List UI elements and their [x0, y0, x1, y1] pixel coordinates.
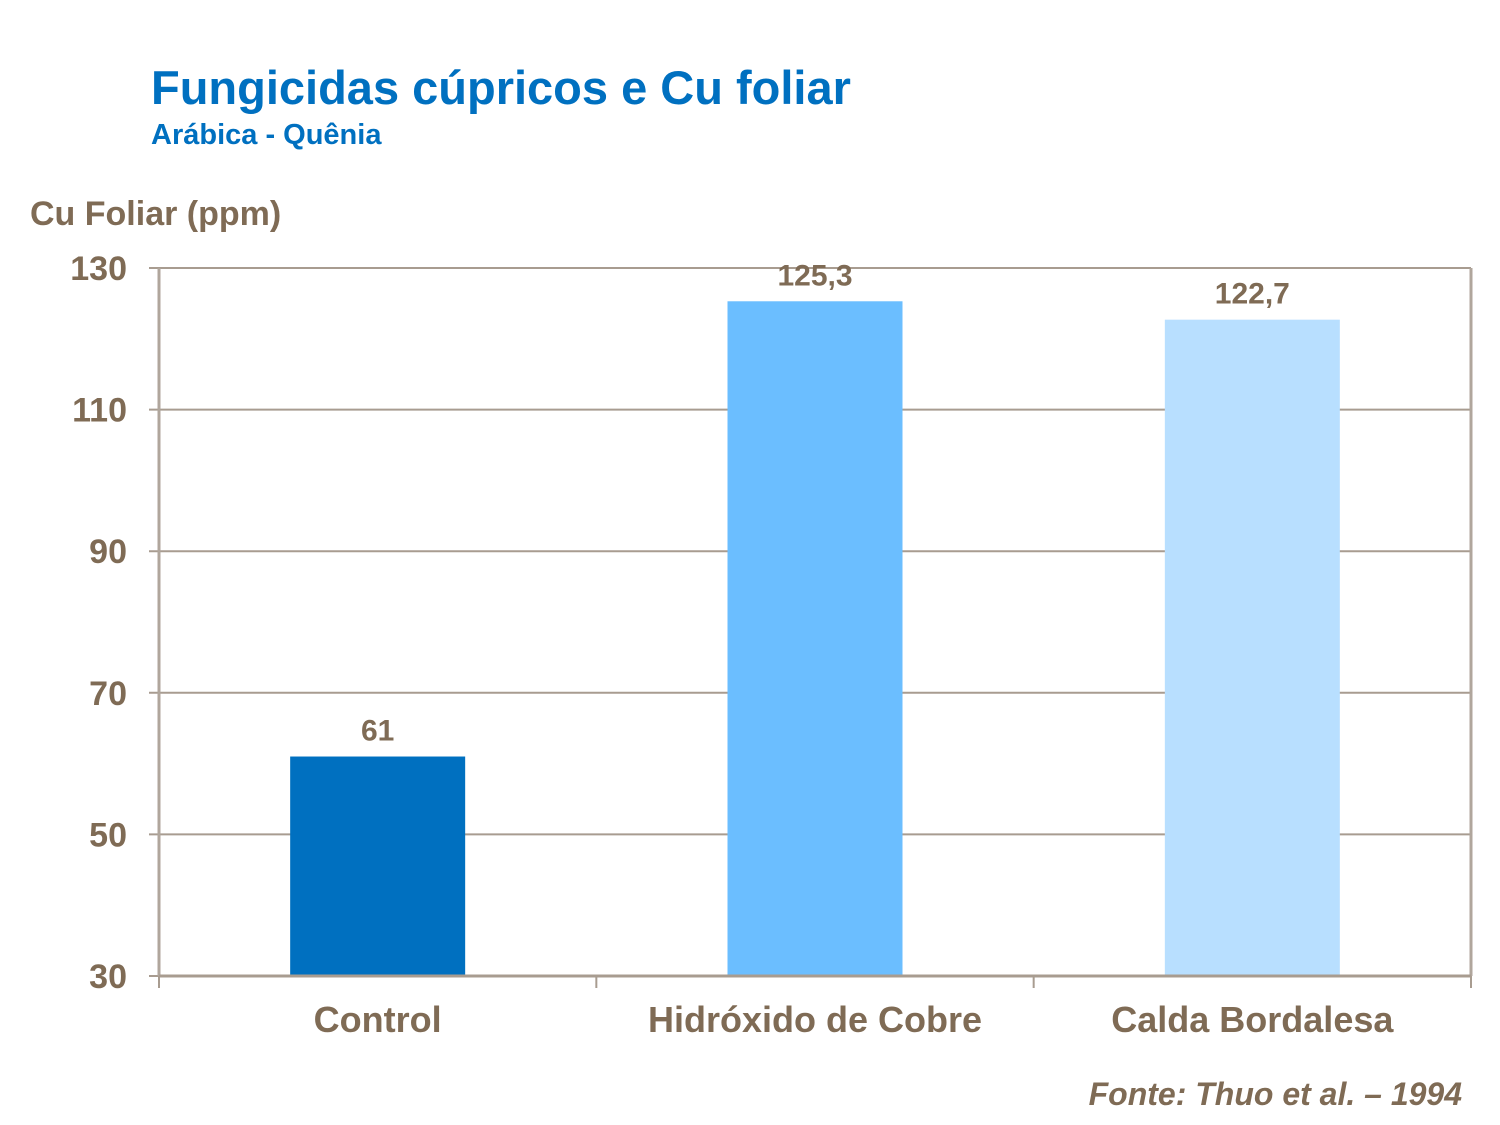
chart-subtitle: Arábica - Quênia: [151, 119, 382, 151]
y-tick-label: 70: [89, 675, 127, 713]
y-tick-label: 110: [72, 392, 127, 430]
data-label: 122,7: [1215, 278, 1290, 311]
bar-hidróxido-de-cobre: [727, 301, 903, 976]
data-label: 61: [361, 715, 394, 748]
y-tick-label: 50: [89, 816, 127, 854]
y-tick-label: 90: [89, 533, 127, 571]
y-tick-label: 30: [89, 958, 127, 996]
bar-control: [290, 756, 466, 976]
bar-calda-bordalesa: [1164, 319, 1340, 977]
x-tick-label: Control: [314, 999, 442, 1040]
chart-title: Fungicidas cúpricos e Cu foliar: [151, 61, 851, 114]
y-axis-label: Cu Foliar (ppm): [30, 195, 281, 233]
source-note: Fonte: Thuo et al. – 1994: [1088, 1076, 1462, 1112]
data-label: 125,3: [777, 259, 852, 292]
y-tick-label: 130: [70, 250, 127, 288]
x-tick-label: Calda Bordalesa: [1111, 999, 1394, 1040]
x-tick-label: Hidróxido de Cobre: [648, 999, 982, 1040]
